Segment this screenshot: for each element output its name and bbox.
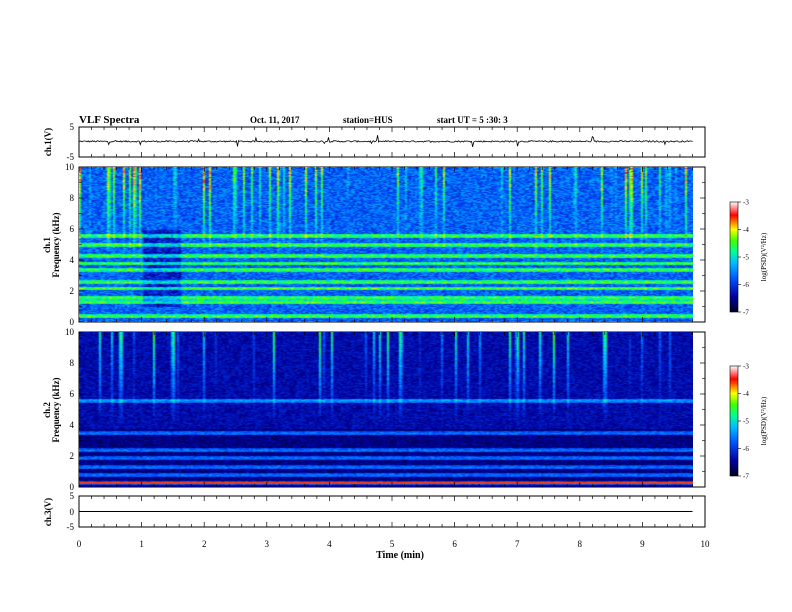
y-tick-label: 8 [70, 358, 75, 368]
colorbar-tick-label: -5 [743, 254, 749, 262]
ch1-spectrogram-panel: 0 2 4 6 8 10 ch.1 Frequency (kHz) [42, 162, 706, 327]
ch3-ytick-mid: 0 [70, 507, 75, 517]
ch1-ytick-top: 5 [70, 122, 75, 132]
x-tick-label: 8 [578, 539, 583, 549]
ch1-waveform-panel: 5 -5 ch.1(V) [43, 122, 706, 162]
x-tick-label: 2 [202, 539, 207, 549]
y-tick-label: 0 [70, 317, 75, 327]
colorbar-tick-label: -4 [743, 226, 749, 234]
date-label: Oct. 11, 2017 [250, 115, 300, 125]
y-tick-label: 6 [70, 389, 75, 399]
ch2-spec-ylabel-frequency: Frequency (kHz) [51, 377, 61, 442]
ch2-colorbar-scale [729, 365, 739, 477]
ch1-spectrogram-image [79, 167, 693, 322]
colorbar-tick-label: -4 [743, 390, 749, 398]
y-tick-label: 4 [70, 420, 75, 430]
ch3-waveform-panel: 5 0 -5 ch.3(V) [43, 491, 706, 532]
x-tick-label: 5 [390, 539, 395, 549]
start-ut-label: start UT = 5 :30: 3 [437, 115, 508, 125]
colorbar-tick-label: -7 [743, 473, 749, 481]
ch2-colorbar-ticks: -3 -4 -5 -6 -7 [738, 363, 749, 481]
colorbar-tick-label: -3 [743, 199, 749, 207]
ch1-ytick-bottom: -5 [67, 152, 75, 162]
ch1-waveform-trace [79, 135, 693, 147]
ch2-colorbar-label: log(PSD)(V²/Hz) [760, 396, 768, 445]
y-tick-label: 2 [70, 286, 75, 296]
ch1-spec-ylabel-frequency: Frequency (kHz) [51, 212, 61, 277]
x-tick-label: 0 [77, 539, 82, 549]
ch2-spectrogram-panel: 0 2 4 6 8 10 ch.2 Frequency (kHz) [42, 327, 706, 492]
y-tick-label: 2 [70, 451, 75, 461]
ch3-ylabel: ch.3(V) [43, 498, 53, 526]
y-tick-label: 0 [70, 482, 75, 492]
station-label: station=HUS [343, 115, 393, 125]
y-tick-label: 10 [65, 162, 75, 172]
x-tick-label: 6 [452, 539, 457, 549]
colorbar-tick-label: -7 [743, 309, 749, 317]
y-tick-label: 4 [70, 255, 75, 265]
x-tick-label: 4 [327, 539, 332, 549]
y-tick-label: 8 [70, 193, 75, 203]
colorbar-tick-label: -5 [743, 418, 749, 426]
x-tick-label: 1 [139, 539, 144, 549]
ch1-colorbar-ticks: -3 -4 -5 -6 -7 [738, 199, 749, 317]
ch1-colorbar-scale [729, 201, 739, 313]
figure-title: VLF Spectra [79, 114, 140, 126]
colorbar-tick-label: -6 [743, 445, 749, 453]
ch3-ytick-top: 5 [70, 491, 75, 501]
ch1-spec-ylabel-channel: ch.1 [42, 237, 52, 253]
colorbar-tick-label: -3 [743, 363, 749, 371]
ch2-spec-ylabel-channel: ch.2 [42, 402, 52, 418]
ch3-ytick-bottom: -5 [67, 522, 75, 532]
x-tick-label: 10 [701, 539, 711, 549]
x-axis-tick-labels: 0 1 2 3 4 5 6 7 8 9 10 [77, 539, 710, 549]
x-tick-label: 9 [640, 539, 645, 549]
ch1-colorbar-label: log(PSD)(V²/Hz) [760, 232, 768, 281]
ch2-spectrogram-image [79, 332, 693, 487]
y-tick-label: 10 [65, 327, 75, 337]
ch1-colorbar: -3 -4 -5 -6 -7 log(PSD)(V²/Hz) [729, 199, 768, 317]
colorbar-tick-label: -6 [743, 281, 749, 289]
y-tick-label: 6 [70, 224, 75, 234]
ch1-ylabel: ch.1(V) [43, 128, 53, 156]
ch2-colorbar: -3 -4 -5 -6 -7 log(PSD)(V²/Hz) [729, 363, 768, 481]
x-tick-label: 3 [265, 539, 270, 549]
ch1-yticks: 0 2 4 6 8 10 [65, 162, 705, 327]
x-tick-label: 7 [515, 539, 520, 549]
x-axis-label: Time (min) [376, 550, 424, 561]
ch2-yticks: 0 2 4 6 8 10 [65, 327, 705, 492]
